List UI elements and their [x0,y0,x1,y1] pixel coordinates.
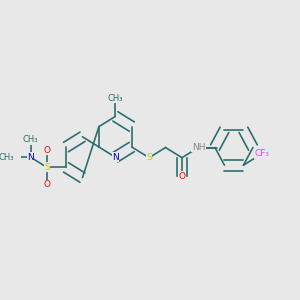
Text: N: N [112,153,119,162]
Text: CH₃: CH₃ [108,94,123,103]
Text: NH: NH [192,143,205,152]
Text: S: S [146,153,152,162]
Text: CH₃: CH₃ [0,153,14,162]
Text: CF₃: CF₃ [254,149,269,158]
Text: S: S [44,163,50,172]
Text: CH₃: CH₃ [23,135,38,144]
Text: O: O [44,180,50,189]
Text: N: N [27,153,34,162]
Text: O: O [44,146,50,154]
Text: O: O [178,172,185,181]
